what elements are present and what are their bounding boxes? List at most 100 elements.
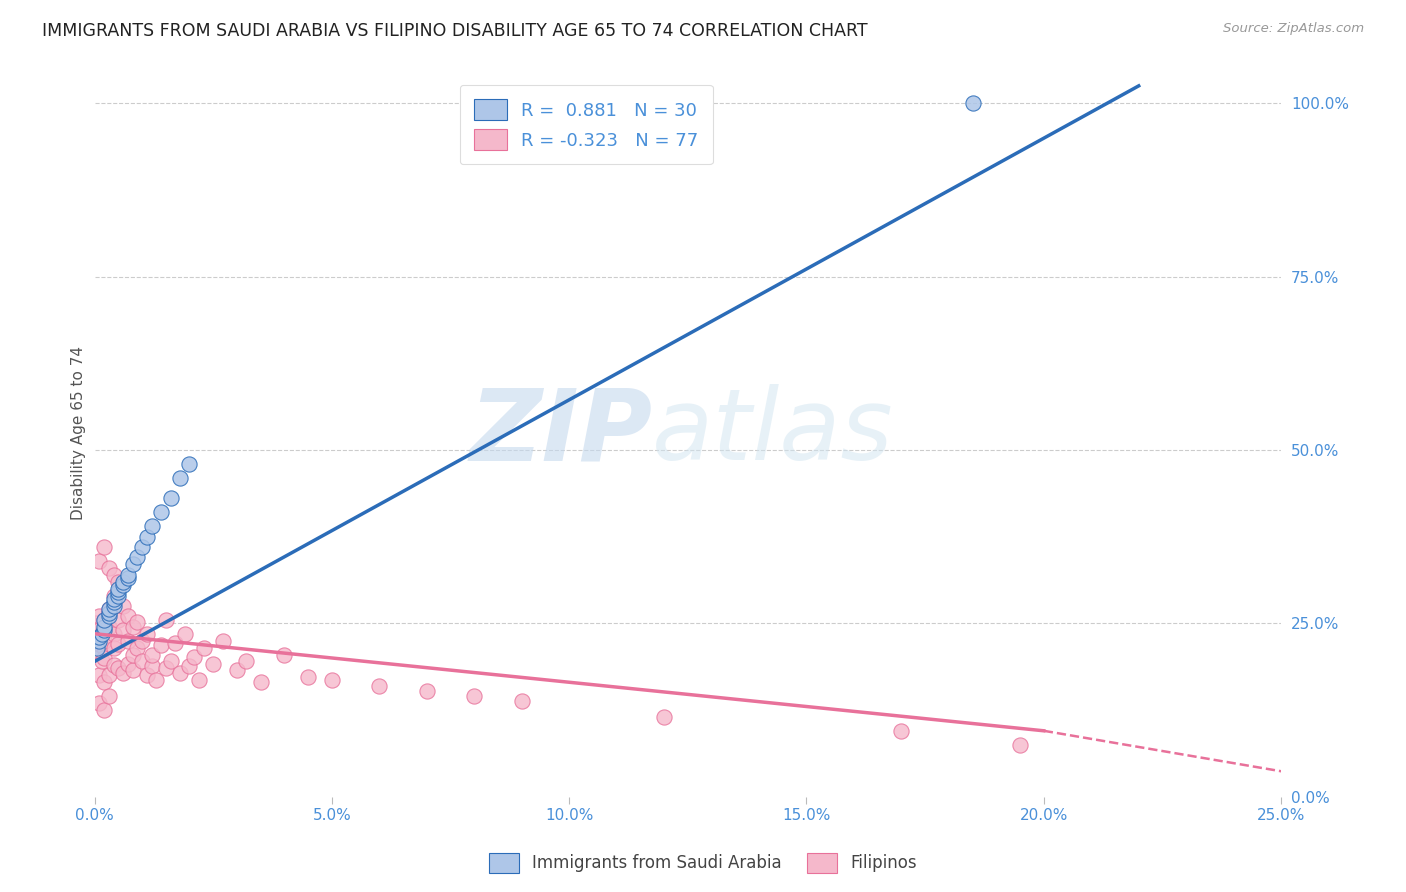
Point: [117, 571, 139, 585]
Point: [103, 567, 125, 582]
Text: Source: ZipAtlas.com: Source: ZipAtlas.com: [1223, 22, 1364, 36]
Point: [159, 655, 181, 669]
Point: [321, 673, 343, 688]
Point: [89, 637, 111, 651]
Point: [463, 689, 485, 703]
Point: [117, 609, 139, 624]
Point: [93, 624, 115, 638]
Point: [97, 606, 120, 620]
Point: [97, 609, 120, 624]
Point: [107, 613, 129, 627]
Point: [103, 595, 125, 609]
Point: [890, 723, 912, 738]
Point: [112, 574, 135, 589]
Point: [89, 668, 111, 682]
Point: [89, 624, 111, 638]
Point: [93, 675, 115, 690]
Point: [121, 558, 143, 572]
Point: [97, 689, 120, 703]
Point: [112, 624, 135, 638]
Point: [103, 599, 125, 613]
Point: [169, 471, 191, 485]
Point: [226, 664, 249, 678]
Text: ZIP: ZIP: [470, 384, 652, 481]
Point: [89, 633, 111, 648]
Point: [179, 659, 201, 673]
Point: [93, 540, 115, 554]
Legend: Immigrants from Saudi Arabia, Filipinos: Immigrants from Saudi Arabia, Filipinos: [482, 847, 924, 880]
Point: [145, 673, 167, 688]
Point: [159, 491, 181, 506]
Point: [103, 640, 125, 655]
Legend: R =  0.881   N = 30, R = -0.323   N = 77: R = 0.881 N = 30, R = -0.323 N = 77: [460, 85, 713, 164]
Text: IMMIGRANTS FROM SAUDI ARABIA VS FILIPINO DISABILITY AGE 65 TO 74 CORRELATION CHA: IMMIGRANTS FROM SAUDI ARABIA VS FILIPINO…: [42, 22, 868, 40]
Point: [150, 505, 173, 519]
Point: [97, 620, 120, 634]
Point: [131, 655, 153, 669]
Point: [962, 96, 984, 111]
Point: [121, 664, 143, 678]
Point: [93, 613, 115, 627]
Point: [89, 696, 111, 710]
Point: [141, 519, 163, 533]
Point: [155, 661, 177, 675]
Point: [86, 630, 108, 644]
Point: [135, 626, 157, 640]
Point: [107, 574, 129, 589]
Point: [93, 633, 115, 648]
Point: [169, 666, 191, 681]
Point: [90, 626, 112, 640]
Point: [89, 609, 111, 624]
Point: [103, 592, 125, 607]
Point: [117, 633, 139, 648]
Point: [89, 630, 111, 644]
Point: [97, 602, 120, 616]
Point: [127, 550, 149, 565]
Text: atlas: atlas: [652, 384, 894, 481]
Point: [127, 615, 149, 629]
Point: [90, 655, 112, 669]
Point: [112, 578, 135, 592]
Point: [86, 640, 108, 655]
Point: [652, 710, 675, 724]
Point: [510, 694, 533, 708]
Point: [135, 530, 157, 544]
Point: [150, 639, 173, 653]
Point: [107, 585, 129, 599]
Point: [1010, 738, 1032, 752]
Point: [135, 668, 157, 682]
Point: [97, 668, 120, 682]
Point: [131, 633, 153, 648]
Point: [297, 670, 319, 684]
Point: [93, 640, 115, 655]
Point: [416, 684, 439, 698]
Point: [89, 554, 111, 568]
Point: [141, 648, 163, 662]
Point: [107, 661, 129, 675]
Point: [97, 602, 120, 616]
Point: [188, 673, 211, 688]
Point: [127, 640, 149, 655]
Point: [173, 626, 195, 640]
Point: [117, 657, 139, 671]
Point: [183, 649, 205, 664]
Point: [179, 457, 201, 471]
Point: [112, 599, 135, 613]
Point: [93, 620, 115, 634]
Point: [117, 567, 139, 582]
Point: [141, 659, 163, 673]
Point: [107, 589, 129, 603]
Point: [97, 561, 120, 575]
Point: [107, 637, 129, 651]
Point: [131, 540, 153, 554]
Point: [84, 616, 107, 631]
Point: [165, 636, 187, 650]
Point: [107, 582, 129, 596]
Y-axis label: Disability Age 65 to 74: Disability Age 65 to 74: [72, 345, 86, 520]
Point: [211, 633, 233, 648]
Point: [93, 703, 115, 717]
Point: [93, 613, 115, 627]
Point: [97, 606, 120, 620]
Point: [121, 620, 143, 634]
Point: [155, 613, 177, 627]
